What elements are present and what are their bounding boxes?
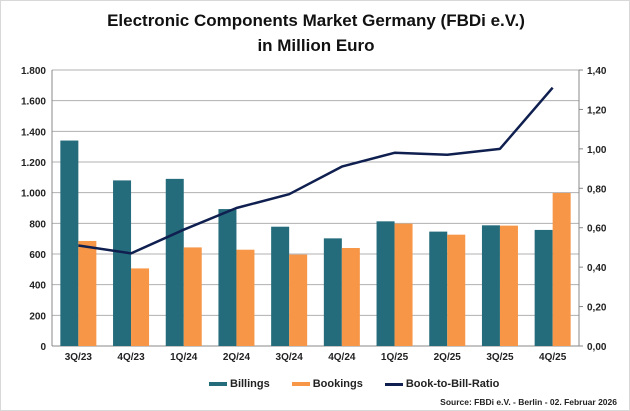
legend: Billings Bookings Book-to-Bill-Ratio [209, 378, 499, 390]
legend-bookings: Bookings [291, 378, 363, 390]
x-tick-label: 3Q/25 [486, 352, 514, 363]
y-tick-label: 1.000 [21, 189, 46, 200]
legend-swatch-bookings [291, 382, 310, 386]
x-tick-label: 3Q/23 [65, 352, 93, 363]
y-tick-label: 1.600 [21, 97, 46, 108]
bar-billings [376, 221, 395, 346]
line-book-to-bill-ratio [78, 86, 554, 255]
y-tick-label: 1.400 [21, 127, 46, 138]
bar-billings [481, 225, 500, 346]
y-tick-label: 400 [29, 281, 46, 292]
y-tick-label: 1.800 [21, 66, 46, 77]
bar-billings [271, 226, 290, 346]
y2-tick-label: 1,20 [587, 105, 607, 116]
x-tick-label: 2Q/25 [434, 352, 462, 363]
bar-billings [60, 140, 79, 346]
x-tick-label: 4Q/24 [328, 352, 356, 363]
y-tick-label: 0 [40, 342, 46, 353]
y-tick-label: 200 [29, 311, 46, 322]
source-note: Source: FBDi e.V. - Berlin - 02. Februar… [440, 397, 617, 407]
y2-tick-label: 1,40 [587, 66, 607, 77]
y2-tick-label: 0,00 [587, 342, 607, 353]
x-tick-label: 1Q/25 [381, 352, 409, 363]
chart-title: Electronic Components Market Germany (FB… [107, 11, 525, 30]
legend-label: Book-to-Bill-Ratio [405, 378, 500, 390]
legend-swatch-ratio [384, 382, 403, 386]
legend-label: Bookings [312, 378, 363, 390]
bar-billings [534, 229, 553, 346]
bar-bookings [183, 247, 202, 346]
y2-tick-label: 0,60 [587, 224, 607, 235]
y2-tick-label: 0,40 [587, 263, 607, 274]
y2-tick-label: 0,20 [587, 303, 607, 314]
bar-billings [165, 178, 184, 346]
bar-bookings [289, 254, 308, 346]
bar-bookings [394, 223, 413, 346]
x-tick-label: 2Q/24 [223, 352, 251, 363]
legend-swatch-billings [209, 382, 227, 386]
bar-bookings [78, 240, 97, 346]
legend-billings: Billings [209, 378, 270, 390]
y-tick-label: 800 [29, 219, 46, 230]
bar-bookings [499, 225, 518, 346]
x-tick-label: 4Q/25 [539, 352, 567, 363]
x-tick-label: 4Q/23 [117, 352, 145, 363]
bar-bookings [341, 248, 360, 346]
bar-billings [323, 238, 342, 346]
y-tick-label: 1.200 [21, 158, 46, 169]
x-tick-label: 3Q/24 [276, 352, 304, 363]
bar-bookings [447, 234, 466, 346]
y-tick-label: 600 [29, 250, 46, 261]
x-tick-label: 1Q/24 [170, 352, 198, 363]
bar-billings [113, 180, 132, 346]
bar-bookings [552, 192, 571, 346]
bar-billings [218, 209, 237, 346]
bar-billings [429, 231, 448, 346]
y2-tick-label: 0,80 [587, 184, 607, 195]
legend-ratio: Book-to-Bill-Ratio [384, 378, 500, 390]
bar-bookings [236, 249, 255, 346]
legend-label: Billings [230, 378, 270, 390]
chart-subtitle: in Million Euro [257, 36, 375, 55]
bar-bookings [131, 268, 150, 346]
y2-tick-label: 1,00 [587, 145, 607, 156]
